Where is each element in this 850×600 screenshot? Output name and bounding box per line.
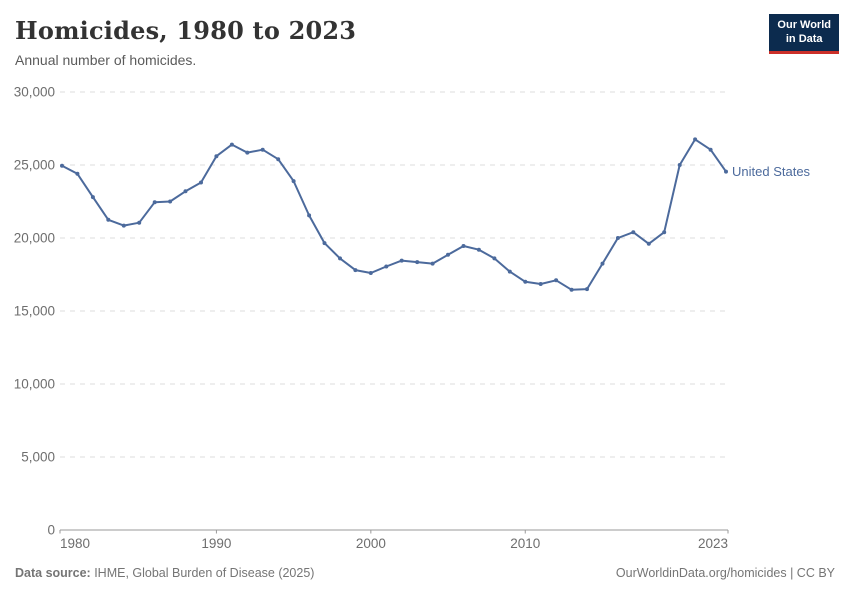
- data-point[interactable]: [245, 150, 250, 155]
- data-point[interactable]: [214, 154, 219, 159]
- data-point[interactable]: [229, 142, 234, 147]
- data-point[interactable]: [183, 189, 188, 194]
- data-line[interactable]: [61, 138, 727, 291]
- data-point[interactable]: [538, 282, 543, 286]
- chart-footer: Data source: IHME, Global Burden of Dise…: [0, 566, 850, 580]
- data-point[interactable]: [121, 223, 126, 228]
- data-point[interactable]: [523, 279, 528, 284]
- data-point[interactable]: [199, 180, 203, 185]
- x-axis-tick-label: 2023: [698, 536, 728, 551]
- data-point[interactable]: [137, 220, 142, 225]
- data-point[interactable]: [631, 230, 636, 235]
- data-point[interactable]: [708, 147, 713, 152]
- data-point[interactable]: [461, 244, 466, 248]
- data-point[interactable]: [430, 261, 435, 266]
- owid-logo-line2: in Data: [785, 33, 823, 46]
- data-point[interactable]: [492, 256, 497, 261]
- data-point[interactable]: [338, 256, 342, 261]
- data-point[interactable]: [75, 171, 80, 176]
- x-axis-tick-label: 2010: [510, 536, 540, 551]
- data-point[interactable]: [507, 269, 512, 274]
- data-point[interactable]: [368, 271, 373, 275]
- page-title: Homicides, 1980 to 2023: [15, 16, 357, 45]
- data-point[interactable]: [476, 247, 481, 252]
- data-point[interactable]: [291, 179, 296, 184]
- y-axis-tick-label: 15,000: [14, 304, 55, 319]
- data-source-label: Data source:: [15, 566, 91, 580]
- y-axis-tick-label: 0: [47, 523, 55, 538]
- data-point[interactable]: [307, 213, 312, 218]
- chart-subtitle: Annual number of homicides.: [15, 52, 197, 68]
- data-point[interactable]: [384, 264, 389, 269]
- data-point[interactable]: [446, 252, 450, 257]
- data-point[interactable]: [152, 200, 157, 205]
- x-axis-tick-label: 1980: [60, 536, 90, 551]
- data-source: Data source: IHME, Global Burden of Dise…: [15, 566, 314, 580]
- data-point[interactable]: [168, 199, 173, 204]
- y-axis-tick-label: 5,000: [21, 450, 55, 465]
- data-point[interactable]: [615, 236, 620, 240]
- owid-logo[interactable]: Our World in Data: [769, 14, 839, 54]
- data-point[interactable]: [554, 278, 559, 283]
- series-label[interactable]: United States: [732, 164, 811, 179]
- y-axis-tick-label: 30,000: [14, 85, 55, 100]
- data-point[interactable]: [600, 261, 605, 266]
- data-point[interactable]: [353, 268, 358, 273]
- owid-logo-line1: Our World: [777, 19, 831, 31]
- data-point[interactable]: [569, 287, 574, 292]
- data-point[interactable]: [646, 241, 651, 246]
- data-point[interactable]: [276, 157, 281, 162]
- data-point[interactable]: [693, 137, 698, 142]
- data-source-text: IHME, Global Burden of Disease (2025): [90, 566, 315, 580]
- x-axis-tick-label: 1990: [201, 536, 231, 551]
- y-axis-tick-label: 10,000: [14, 377, 55, 392]
- data-point[interactable]: [90, 195, 95, 200]
- data-point[interactable]: [322, 241, 327, 246]
- data-point[interactable]: [724, 169, 728, 174]
- data-point[interactable]: [677, 163, 682, 167]
- data-point[interactable]: [106, 217, 111, 222]
- footer-link[interactable]: OurWorldinData.org/homicides | CC BY: [615, 566, 835, 580]
- data-point[interactable]: [585, 287, 589, 292]
- data-point[interactable]: [662, 230, 667, 235]
- y-axis-tick-label: 20,000: [14, 231, 55, 246]
- data-point[interactable]: [60, 163, 64, 168]
- data-point[interactable]: [399, 258, 404, 263]
- y-axis-tick-label: 25,000: [14, 158, 55, 173]
- x-axis-tick-label: 2000: [356, 536, 386, 551]
- data-point[interactable]: [260, 147, 265, 152]
- data-point[interactable]: [415, 260, 420, 265]
